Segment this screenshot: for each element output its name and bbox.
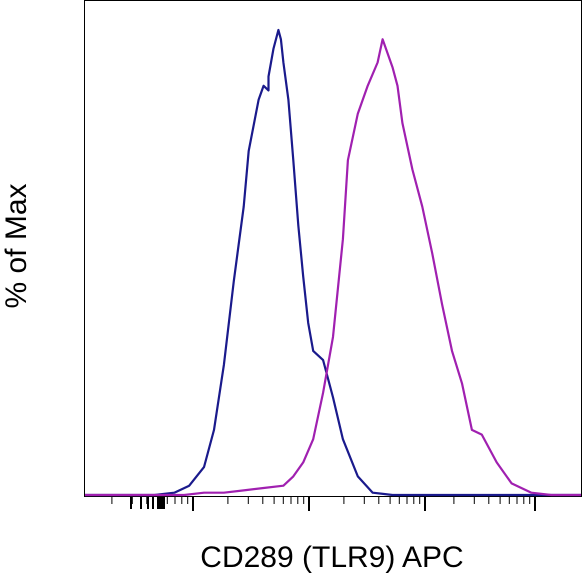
y-axis-title: % of Max (0, 183, 33, 308)
plot-frame (84, 0, 582, 497)
histogram-series-2 (85, 38, 581, 497)
series-group (85, 28, 581, 497)
histogram-series-1 (85, 28, 581, 497)
x-axis-ticks (111, 497, 536, 511)
x-axis-title: CD289 (TLR9) APC (200, 541, 463, 574)
